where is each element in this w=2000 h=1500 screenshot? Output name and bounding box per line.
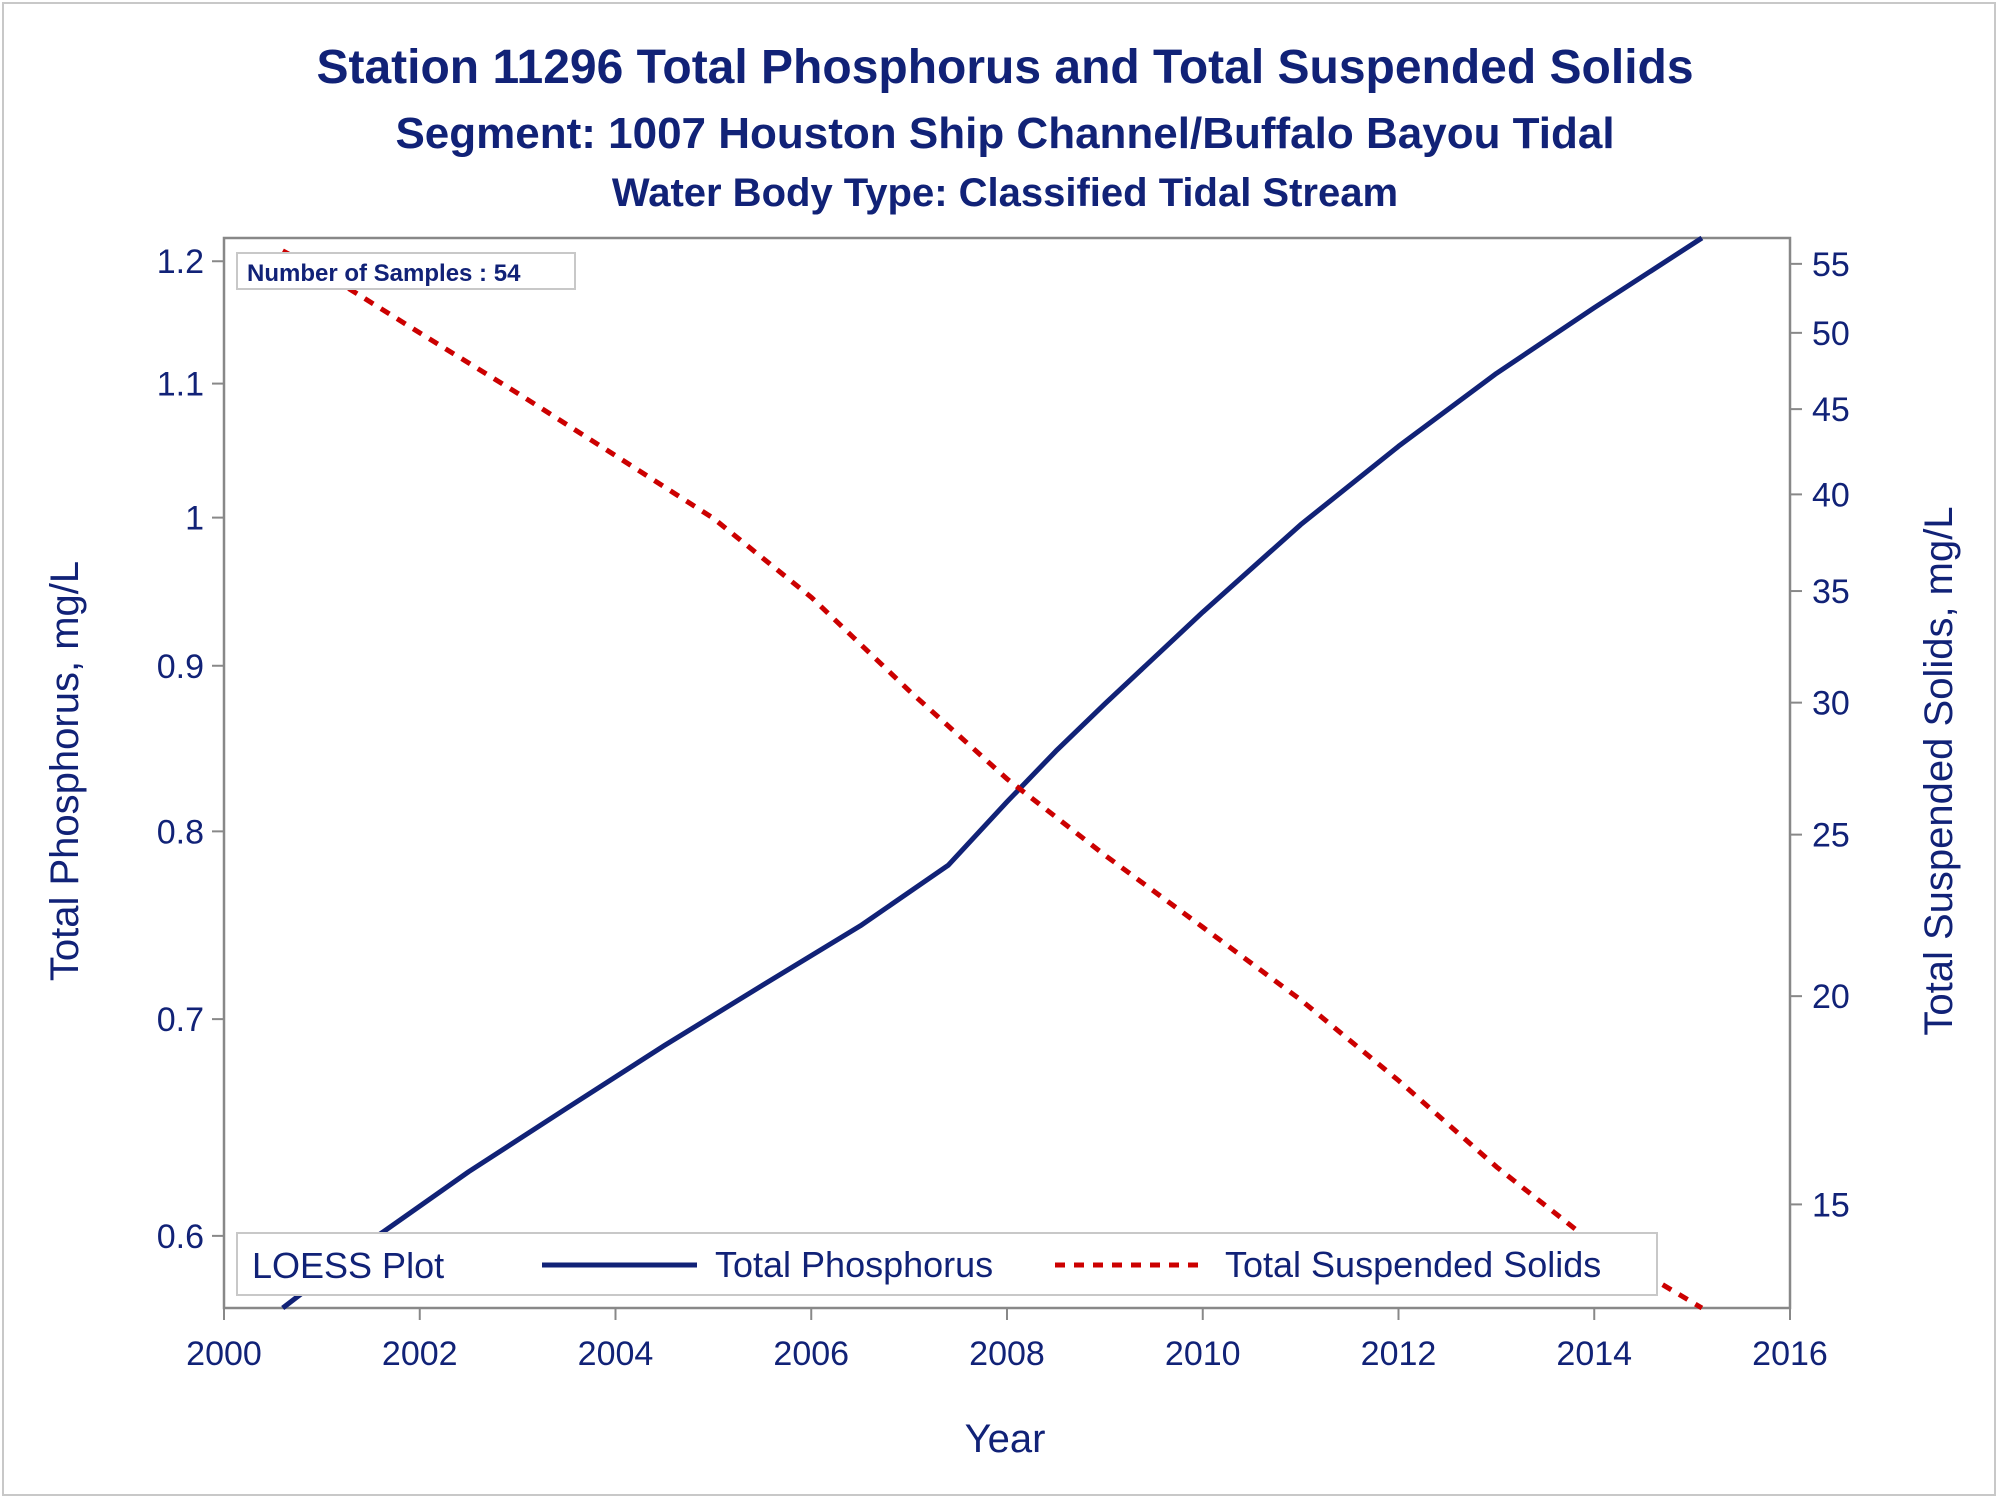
legend-entry-phosphorus: Total Phosphorus <box>715 1244 993 1285</box>
y2-tick-label: 50 <box>1812 315 1850 353</box>
y2-tick-label: 25 <box>1812 817 1850 855</box>
x-tick-label: 2012 <box>1361 1335 1437 1373</box>
y-axis-label-right: Total Suspended Solids, mg/L <box>1917 506 1961 1035</box>
series-layer <box>281 235 1704 1311</box>
y-tick-label: 1.1 <box>157 366 204 404</box>
y-tick-label: 0.7 <box>157 1001 204 1039</box>
y2-tick-label: 20 <box>1812 978 1850 1016</box>
sample-count-box: Number of Samples : 54 <box>236 252 576 290</box>
chart-title: Station 11296 Total Phosphorus and Total… <box>316 41 1693 94</box>
x-axis: 2000 2002 2004 2006 2008 2010 2012 2014 2016 <box>186 1308 1828 1373</box>
y2-tick-label: 30 <box>1812 685 1850 723</box>
chart-subtitle: Segment: 1007 Houston Ship Channel/Buffa… <box>395 109 1614 158</box>
y-axis-right: 15 20 25 30 35 40 45 50 55 <box>1790 246 1850 1224</box>
y-tick-label: 1.2 <box>157 243 204 281</box>
series-line-phosphorus <box>281 235 1704 1310</box>
x-tick-label: 2016 <box>1752 1335 1828 1373</box>
y2-tick-label: 35 <box>1812 573 1850 611</box>
y-axis-label-left: Total Phosphorus, mg/L <box>43 561 87 981</box>
x-tick-label: 2006 <box>773 1335 849 1373</box>
y2-tick-label: 55 <box>1812 246 1850 284</box>
y2-tick-label: 40 <box>1812 476 1850 514</box>
legend: LOESS Plot Total Phosphorus Total Suspen… <box>236 1232 1658 1296</box>
y2-tick-label: 15 <box>1812 1186 1850 1224</box>
x-tick-label: 2010 <box>1165 1335 1241 1373</box>
y-tick-label: 0.6 <box>157 1218 204 1256</box>
x-tick-label: 2002 <box>382 1335 458 1373</box>
y-tick-label: 1 <box>185 500 204 538</box>
sample-count-label: Number of Samples : 54 <box>247 260 521 287</box>
y-axis-left: 0.6 0.7 0.8 0.9 1 1.1 1.2 <box>157 243 224 1256</box>
chart-subtitle-2: Water Body Type: Classified Tidal Stream <box>612 171 1398 215</box>
y-tick-label: 0.8 <box>157 813 204 851</box>
legend-box <box>236 1232 1658 1296</box>
legend-entry-tss: Total Suspended Solids <box>1225 1244 1601 1285</box>
y-tick-label: 0.9 <box>157 648 204 686</box>
x-tick-label: 2004 <box>578 1335 654 1373</box>
x-tick-label: 2014 <box>1556 1335 1632 1373</box>
x-axis-label: Year <box>965 1417 1046 1461</box>
plot-area <box>222 236 1792 1310</box>
x-tick-label: 2008 <box>969 1335 1045 1373</box>
y2-tick-label: 45 <box>1812 391 1850 429</box>
x-tick-label: 2000 <box>186 1335 262 1373</box>
series-line-tss <box>281 248 1704 1311</box>
legend-title: LOESS Plot <box>252 1245 444 1286</box>
